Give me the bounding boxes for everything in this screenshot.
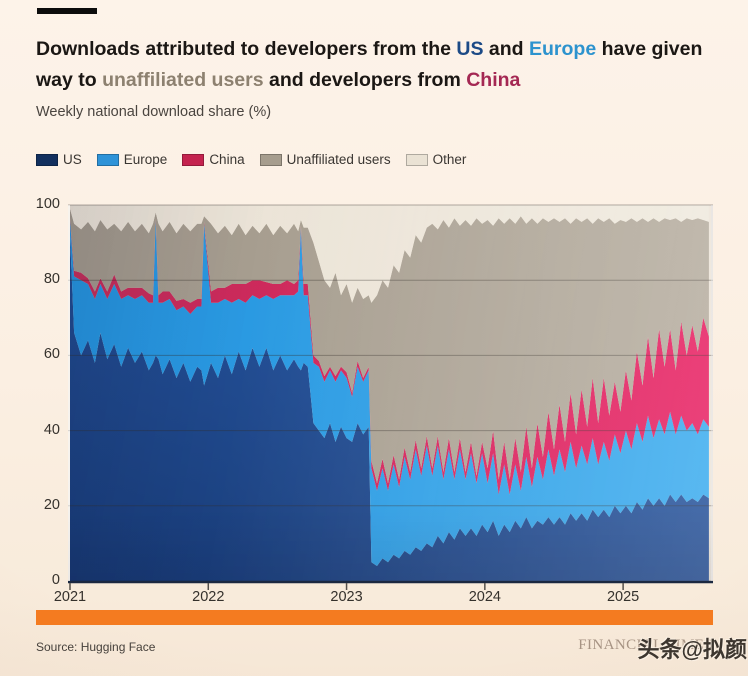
y-axis-label: 40 — [43, 421, 60, 438]
ft-logo: FINANCIAL TIMES — [578, 637, 713, 653]
headline-text: and developers from — [263, 69, 467, 92]
source-note: Source: Hugging Face — [36, 640, 156, 654]
legend-item: Europe — [96, 152, 168, 167]
headline-text: way to — [36, 69, 103, 92]
area-europe — [70, 220, 709, 566]
legend-swatch — [182, 153, 205, 166]
area-other — [70, 205, 709, 303]
top-accent-bar — [37, 8, 97, 14]
legend-label: US — [63, 152, 82, 167]
legend-label: Other — [432, 152, 467, 167]
legend-swatch — [96, 153, 119, 166]
legend-item: Other — [405, 152, 467, 167]
x-axis-label: 2025 — [606, 589, 640, 605]
legend-label: Unaffiliated users — [286, 152, 391, 167]
legend-swatch — [36, 153, 58, 166]
x-axis-label: 2021 — [53, 589, 87, 605]
legend-label: Europe — [123, 152, 168, 167]
headline: Downloads attributed to developers from … — [36, 34, 718, 96]
x-axis-label: 2022 — [192, 589, 225, 605]
headline-keyword-europe: Europe — [528, 38, 597, 61]
headline-keyword-unaffiliated: unaffiliated users — [102, 69, 264, 92]
y-axis-label: 0 — [51, 572, 60, 588]
headline-text: Downloads attributed to developers from … — [36, 38, 457, 61]
x-axis-label: 2024 — [468, 589, 501, 605]
area-us — [70, 235, 709, 581]
headline-keyword-us: US — [456, 38, 484, 61]
headline-keyword-china: China — [466, 69, 521, 92]
chart-subtitle: Weekly national download share (%) — [36, 104, 272, 120]
legend-item: US — [36, 152, 82, 167]
legend-swatch — [405, 153, 428, 166]
legend-item: China — [182, 152, 245, 167]
legend-label: China — [209, 152, 245, 167]
legend-swatch — [259, 153, 282, 166]
x-axis-label: 2023 — [330, 589, 363, 605]
legend-item: Unaffiliated users — [259, 152, 391, 167]
highlight-bar — [36, 610, 713, 625]
headline-text: and — [483, 38, 529, 61]
headline-text: have given — [596, 38, 703, 61]
watermark: 头条@拟颜 — [637, 637, 747, 662]
y-axis-label: 100 — [35, 196, 60, 212]
y-axis-label: 20 — [43, 496, 60, 513]
y-axis-label: 80 — [43, 271, 60, 288]
y-axis-label: 60 — [43, 346, 60, 363]
area-unaffiliated-users — [70, 208, 709, 484]
legend: US Europe China Unaffiliated users Other — [36, 152, 466, 167]
area-china — [70, 218, 709, 495]
